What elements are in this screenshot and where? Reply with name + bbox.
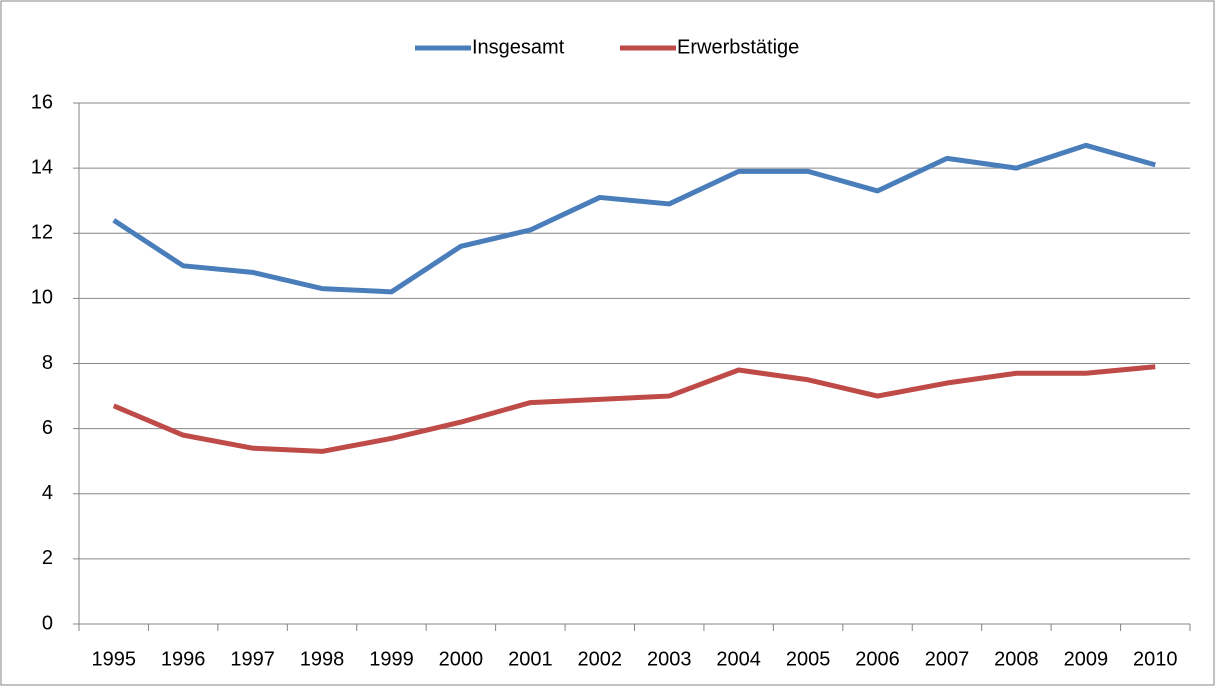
- x-tick-label: 2006: [855, 648, 900, 670]
- x-tick-label: 2007: [925, 648, 970, 670]
- y-tick-label: 6: [42, 417, 53, 439]
- x-tick-label: 1996: [161, 648, 206, 670]
- x-tick-label: 2003: [647, 648, 692, 670]
- data-line: [112, 364, 1156, 454]
- x-tick-label: 1995: [91, 648, 136, 670]
- y-tick-label: 16: [31, 91, 53, 113]
- y-tick-label: 0: [42, 612, 53, 634]
- legend-label: Erwerbstätige: [677, 36, 799, 58]
- x-tick-label: 2005: [786, 648, 831, 670]
- x-tick-label: 1998: [300, 648, 345, 670]
- data-line: [112, 142, 1156, 295]
- x-tick-label: 2004: [716, 648, 761, 670]
- x-tick-label: 2010: [1133, 648, 1178, 670]
- x-tick-label: 1997: [230, 648, 275, 670]
- y-tick-label: 10: [31, 287, 53, 309]
- x-tick-label: 2009: [1064, 648, 1109, 670]
- y-tick-label: 14: [31, 156, 53, 178]
- x-tick-label: 1999: [369, 648, 414, 670]
- x-tick-label: 2000: [439, 648, 484, 670]
- y-tick-label: 2: [42, 547, 53, 569]
- x-tick-label: 2002: [578, 648, 623, 670]
- y-tick-label: 8: [42, 352, 53, 374]
- x-tick-label: 2001: [508, 648, 553, 670]
- x-tick-label: 2008: [994, 648, 1039, 670]
- y-tick-label: 12: [31, 222, 53, 244]
- legend-label: Insgesamt: [472, 36, 565, 58]
- y-tick-label: 4: [42, 482, 53, 504]
